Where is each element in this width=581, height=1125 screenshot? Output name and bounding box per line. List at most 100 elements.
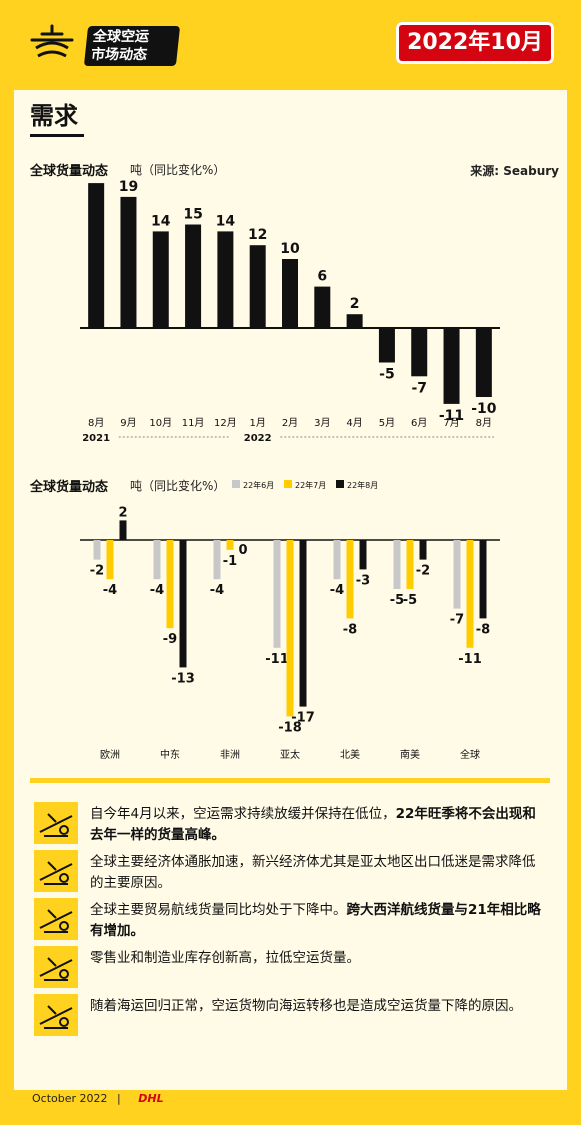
chart1-data-label: 2 [350, 296, 360, 312]
chart1-tick-label: 8月 [476, 417, 492, 429]
chart1-year-label: 2021 [82, 433, 110, 444]
chart2-bar [359, 540, 367, 570]
legend-label: 22年8月 [347, 480, 378, 490]
globe-money-icon [34, 850, 78, 892]
bullet-text-regular: 随着海运回归正常，空运货物向海运转移也是造成空运货量下降的原因。 [90, 998, 522, 1014]
chart2-bar [166, 540, 174, 629]
chart2-tick-label: 中东 [160, 748, 180, 761]
ship-trend-icon [34, 994, 78, 1036]
chart1-unit: 吨（同比变化%） [130, 163, 226, 177]
chart2-bar [419, 540, 427, 560]
chart2-data-label: -7 [450, 613, 464, 628]
bullet-text-regular: 自今年4月以来，空运需求持续放缓并保持在低位， [90, 806, 396, 822]
chart2-bar [153, 540, 161, 580]
chart2-data-label: -3 [356, 573, 370, 588]
chart1-data-label: -10 [471, 401, 497, 417]
chart2-tick-label: 北美 [340, 748, 360, 761]
chart1-data-label: -11 [439, 408, 464, 424]
chart2-data-label: -8 [343, 622, 357, 637]
chart1-tick-label: 12月 [214, 417, 237, 429]
bullet-text-regular: 全球主要经济体通胀加速，新兴经济体尤其是亚太地区出口低迷是需求降低的主要原因。 [90, 854, 536, 891]
chart1-bar [314, 286, 331, 328]
chart1-tick-label: 7月 [443, 417, 459, 429]
chart1-bar [475, 328, 492, 397]
chart2-bar [213, 540, 221, 580]
chart1-bar [411, 328, 428, 377]
header: 全球空运 市场动态 2022年10月 [0, 0, 581, 88]
chart1-tick-label: 2月 [282, 417, 298, 429]
chart2-bar [226, 540, 234, 550]
chart2-bar [119, 520, 127, 540]
legend-label: 22年7月 [295, 480, 326, 490]
chart2-bar [453, 540, 461, 609]
chart2-bar [346, 540, 354, 619]
chart2-bar [273, 540, 281, 648]
chart2-legend: 22年6月 22年7月 22年8月 [232, 480, 378, 490]
bullet-text-bold: 22年旺季将不会出现和去年一样的货量高峰。 [90, 806, 536, 843]
chart1-tick-label: 11月 [182, 417, 205, 429]
chart1-tick-label: 10月 [149, 417, 172, 429]
legend-swatch [284, 480, 292, 488]
chart1-bar [346, 314, 363, 328]
bullet-text: 随着海运回归正常，空运货物向海运转移也是造成空运货量下降的原因。 [90, 996, 548, 1017]
bullet-text-regular: 全球主要贸易航线货量同比均处于下降中。 [90, 902, 347, 918]
chart1-bar [120, 196, 137, 328]
chart1-bar [185, 224, 202, 328]
chart1-bar [443, 328, 460, 404]
chart1-data-label: 6 [317, 269, 327, 285]
chart2-bar [333, 540, 341, 580]
chart1-bar [378, 328, 395, 363]
footer-date: October 2022 [32, 1092, 108, 1105]
chart2-data-label: -5 [390, 593, 404, 608]
chart2-data-label: -8 [476, 622, 490, 637]
chart2-tick-label: 非洲 [220, 749, 240, 761]
chart2-bar [106, 540, 114, 580]
chart1-bar [217, 231, 234, 328]
source-label: 来源: Seabury [470, 164, 559, 178]
chart2-tick-label: 亚太 [280, 748, 300, 761]
header-title-line2: 市场动态 [90, 47, 148, 63]
chart1-tick-label: 6月 [411, 417, 427, 429]
bullet-text: 零售业和制造业库存创新高，拉低空运货量。 [90, 948, 548, 969]
april-plane-icon [34, 802, 78, 844]
chart2-bar [466, 540, 474, 648]
date-badge: 2022年10月 [396, 22, 554, 64]
chart2-data-label: -4 [103, 583, 117, 598]
bullet-text-bold: 跨大西洋航线货量与21年相比略有增加。 [90, 902, 541, 939]
chart2-data-label: -5 [403, 593, 417, 608]
chart2-bar [479, 540, 487, 619]
chart1-svg: 21 8月 19 9月 14 10月 15 11月 14 12月 12 1月 10 2月 6 3月 2 4月 -5 5… [80, 180, 500, 444]
chart2-unit: 吨（同比变化%） [130, 479, 226, 493]
chart2-title: 全球货量动态 [30, 480, 109, 495]
chart2-svg: -2 -4 2 欧洲 -4 -9 -13 中东 -4 -10 非洲 -11 -18-17 亚太 -4 -8 -3… [80, 505, 500, 761]
chart2-data-label: -4 [150, 583, 164, 598]
chart1-data-label: 19 [119, 180, 138, 195]
bullet-item: 自今年4月以来，空运需求持续放缓并保持在低位，22年旺季将不会出现和去年一样的货… [34, 802, 550, 844]
chart1-tick-label: 5月 [379, 417, 395, 429]
plane-globe-logo-icon [28, 22, 76, 62]
dhl-logo: DHL [138, 1092, 164, 1105]
chart2-data-label: -9 [163, 632, 177, 647]
chart1-tick-label: 8月 [88, 417, 104, 429]
chart2-tick-label: 南美 [400, 748, 420, 761]
chart1-title: 全球货量动态 [30, 164, 109, 179]
chart2-data-label: -4 [210, 583, 224, 598]
chart2-bar [286, 540, 294, 717]
bullet-item: 随着海运回归正常，空运货物向海运转移也是造成空运货量下降的原因。 [34, 994, 550, 1036]
chart1-data-label: 12 [248, 227, 267, 243]
chart1-bar [152, 231, 169, 328]
chart2-data-label: -18 [278, 720, 302, 735]
chart2-data-label: -4 [330, 583, 344, 598]
chart2-data-label: -13 [171, 671, 195, 686]
chart1-year-label: 2022 [244, 433, 272, 444]
bullet-text-regular: 零售业和制造业库存创新高，拉低空运货量。 [90, 950, 360, 966]
chart1-data-label: 15 [183, 207, 202, 223]
chart1-tick-label: 4月 [346, 417, 362, 429]
bullet-text: 全球主要经济体通胀加速，新兴经济体尤其是亚太地区出口低迷是需求降低的主要原因。 [90, 852, 548, 894]
chart1-data-label: 14 [151, 213, 171, 229]
chart1-data-label: 14 [216, 213, 236, 229]
chart2-tick-label: 欧洲 [100, 749, 120, 761]
chart2-data-label: 2 [118, 505, 127, 520]
chart1-bar [282, 259, 298, 328]
header-title: 全球空运 市场动态 [83, 26, 181, 66]
